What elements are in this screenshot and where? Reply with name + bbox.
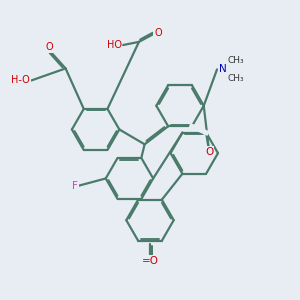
Text: O: O xyxy=(45,42,52,52)
Text: HO: HO xyxy=(106,40,122,50)
Text: F: F xyxy=(72,181,78,191)
Text: =O: =O xyxy=(142,256,158,266)
Text: H-O: H-O xyxy=(11,75,30,85)
Text: N: N xyxy=(219,64,226,74)
Text: O: O xyxy=(205,147,213,157)
Text: CH₃: CH₃ xyxy=(227,56,244,65)
Text: O: O xyxy=(154,28,162,38)
Text: CH₃: CH₃ xyxy=(227,74,244,83)
